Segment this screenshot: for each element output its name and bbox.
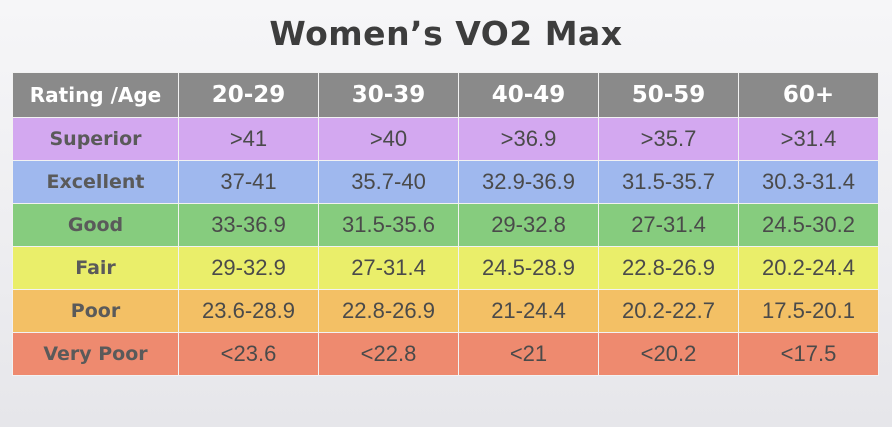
table-cell: 32.9-36.9 — [458, 160, 599, 204]
table-cell: <20.2 — [598, 332, 739, 376]
table-cell: 22.8-26.9 — [318, 289, 459, 333]
row-label-good: Good — [12, 203, 179, 247]
table-row: Superior >41 >40 >36.9 >35.7 >31.4 — [12, 117, 879, 161]
table-cell: 37-41 — [178, 160, 319, 204]
table-cell: 21-24.4 — [458, 289, 599, 333]
table-cell: 27-31.4 — [318, 246, 459, 290]
page-title: Women’s VO2 Max — [269, 14, 623, 53]
table-cell: >36.9 — [458, 117, 599, 161]
table-cell: 33-36.9 — [178, 203, 319, 247]
table-row: Very Poor <23.6 <22.8 <21 <20.2 <17.5 — [12, 332, 879, 376]
table-row: Excellent 37-41 35.7-40 32.9-36.9 31.5-3… — [12, 160, 879, 204]
table-cell: 29-32.8 — [458, 203, 599, 247]
table-row: Good 33-36.9 31.5-35.6 29-32.8 27-31.4 2… — [12, 203, 879, 247]
table-cell: 17.5-20.1 — [738, 289, 879, 333]
table-cell: <17.5 — [738, 332, 879, 376]
table-cell: 27-31.4 — [598, 203, 739, 247]
table-cell: 31.5-35.7 — [598, 160, 739, 204]
table-cell: 20.2-22.7 — [598, 289, 739, 333]
table-cell: 22.8-26.9 — [598, 246, 739, 290]
table-header-row: Rating /Age 20-29 30-39 40-49 50-59 60+ — [12, 72, 879, 118]
table-cell: 31.5-35.6 — [318, 203, 459, 247]
table-cell: >40 — [318, 117, 459, 161]
column-header-age: 20-29 — [178, 72, 319, 118]
vo2-max-table: Rating /Age 20-29 30-39 40-49 50-59 60+ … — [12, 72, 879, 376]
table-row: Fair 29-32.9 27-31.4 24.5-28.9 22.8-26.9… — [12, 246, 879, 290]
table-cell: <23.6 — [178, 332, 319, 376]
table-cell: 30.3-31.4 — [738, 160, 879, 204]
table-cell: 29-32.9 — [178, 246, 319, 290]
row-label-very-poor: Very Poor — [12, 332, 179, 376]
table-cell: <22.8 — [318, 332, 459, 376]
table-cell: <21 — [458, 332, 599, 376]
table-cell: 24.5-30.2 — [738, 203, 879, 247]
table-cell: 23.6-28.9 — [178, 289, 319, 333]
table-cell: 20.2-24.4 — [738, 246, 879, 290]
table-cell: 35.7-40 — [318, 160, 459, 204]
row-label-poor: Poor — [12, 289, 179, 333]
column-header-age: 40-49 — [458, 72, 599, 118]
table-cell: >41 — [178, 117, 319, 161]
row-label-fair: Fair — [12, 246, 179, 290]
column-header-age: 60+ — [738, 72, 879, 118]
column-header-rating-age: Rating /Age — [12, 72, 179, 118]
table-cell: >35.7 — [598, 117, 739, 161]
row-label-excellent: Excellent — [12, 160, 179, 204]
column-header-age: 30-39 — [318, 72, 459, 118]
row-label-superior: Superior — [12, 117, 179, 161]
table-row: Poor 23.6-28.9 22.8-26.9 21-24.4 20.2-22… — [12, 289, 879, 333]
table-cell: 24.5-28.9 — [458, 246, 599, 290]
table-cell: >31.4 — [738, 117, 879, 161]
column-header-age: 50-59 — [598, 72, 739, 118]
